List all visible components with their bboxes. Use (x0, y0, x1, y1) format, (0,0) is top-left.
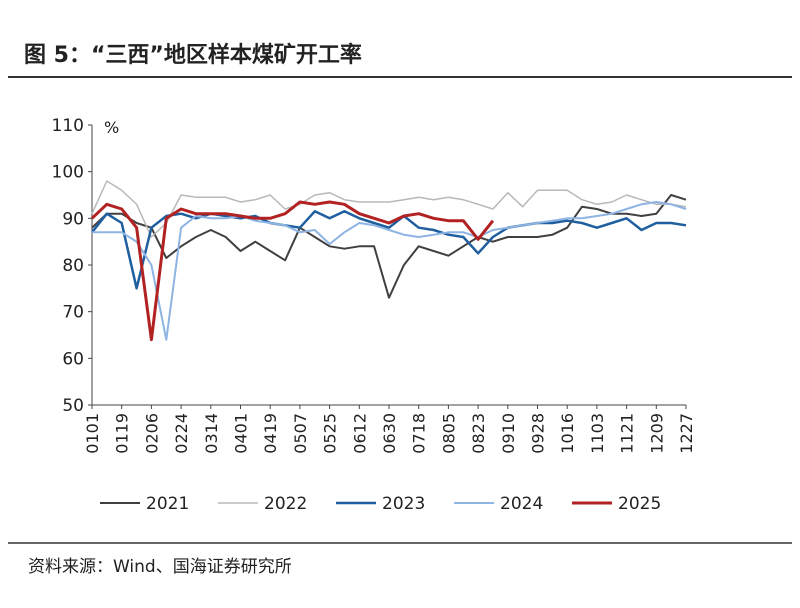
x-tick-label: 0910 (499, 413, 518, 454)
x-tick-label: 0101 (83, 413, 102, 454)
x-tick-label: 0612 (350, 413, 369, 454)
x-tick-label: 0507 (291, 413, 310, 454)
x-tick-label: 1227 (677, 413, 696, 454)
series-line (91, 180, 687, 238)
y-tick-label: 50 (62, 396, 84, 416)
legend-label: 2025 (618, 494, 661, 514)
x-tick-label: 0119 (113, 413, 132, 454)
x-tick-label: 0206 (142, 413, 161, 454)
y-tick-label: 90 (62, 209, 84, 229)
x-tick-label: 0928 (529, 413, 548, 454)
x-tick-label: 1121 (618, 413, 637, 454)
y-tick-label: 60 (62, 349, 84, 369)
legend-label: 2024 (500, 494, 543, 514)
x-tick-label: 0314 (202, 413, 221, 454)
source: 资料来源：Wind、国海证券研究所 (28, 557, 292, 577)
series-line (91, 210, 687, 290)
x-tick-label: 0401 (232, 413, 251, 454)
x-tick-label: 1209 (647, 413, 666, 454)
x-tick-label: 0718 (410, 413, 429, 454)
y-tick-label: 80 (62, 256, 84, 276)
x-tick-label: 0525 (321, 413, 340, 454)
legend-label: 2021 (146, 494, 189, 514)
series-line (92, 201, 687, 341)
x-tick-label: 0805 (439, 413, 458, 454)
chart-title: 图 5：“三西”地区样本煤矿开工率 (24, 42, 362, 68)
x-tick-label: 1016 (558, 413, 577, 454)
y-tick-label: 110 (52, 116, 84, 136)
x-tick-label: 1103 (588, 413, 607, 454)
y-tick-label: 100 (52, 163, 84, 183)
legend-label: 2023 (382, 494, 425, 514)
x-tick-label: 0224 (172, 413, 191, 454)
x-tick-label: 0823 (469, 413, 488, 454)
y-tick-label: 70 (62, 303, 84, 323)
legend-label: 2022 (264, 494, 307, 514)
y-axis-label: % (104, 118, 119, 137)
x-tick-label: 0630 (380, 413, 399, 454)
x-tick-label: 0419 (261, 413, 280, 454)
series-line (90, 200, 495, 342)
series-line (91, 194, 687, 299)
